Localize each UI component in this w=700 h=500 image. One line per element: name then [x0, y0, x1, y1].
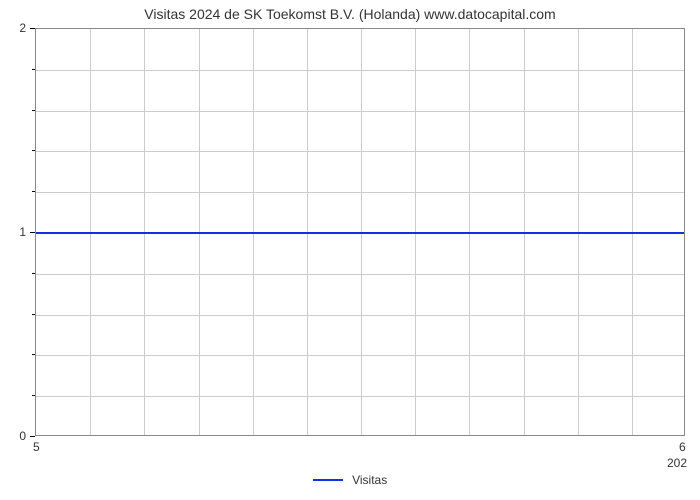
y-tick-minor	[32, 354, 35, 355]
y-tick-minor	[32, 110, 35, 111]
chart-title: Visitas 2024 de SK Toekomst B.V. (Holand…	[0, 6, 700, 22]
grid-line-horizontal	[36, 70, 684, 71]
grid-line-horizontal	[36, 315, 684, 316]
grid-line-horizontal	[36, 355, 684, 356]
y-tick-minor	[32, 69, 35, 70]
chart-container: Visitas 2024 de SK Toekomst B.V. (Holand…	[0, 0, 700, 500]
y-tick-major	[30, 28, 35, 29]
x-axis-label-right-secondary: 202	[667, 456, 687, 470]
y-axis-label: 1	[0, 225, 26, 239]
grid-line-horizontal	[36, 151, 684, 152]
grid-line-horizontal	[36, 192, 684, 193]
grid-line-horizontal	[36, 274, 684, 275]
grid-line-horizontal	[36, 111, 684, 112]
series-line	[36, 232, 684, 234]
legend-swatch	[313, 479, 343, 481]
legend-label: Visitas	[352, 473, 387, 487]
y-tick-minor	[32, 150, 35, 151]
y-axis-label: 2	[0, 21, 26, 35]
y-axis-label: 0	[0, 429, 26, 443]
plot-area	[35, 28, 685, 436]
x-axis-label-left: 5	[33, 440, 40, 454]
x-axis-label-right: 6	[679, 440, 686, 454]
y-tick-minor	[32, 273, 35, 274]
y-tick-minor	[32, 191, 35, 192]
grid-line-horizontal	[36, 396, 684, 397]
y-tick-minor	[32, 314, 35, 315]
legend: Visitas	[0, 472, 700, 487]
y-tick-minor	[32, 395, 35, 396]
y-tick-major	[30, 436, 35, 437]
y-tick-major	[30, 232, 35, 233]
